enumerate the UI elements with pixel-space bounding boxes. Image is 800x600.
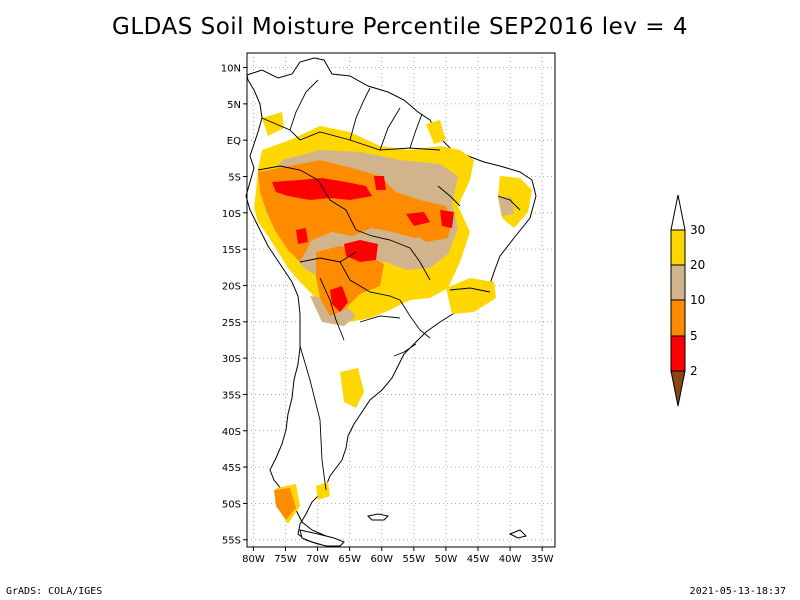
lon-tick-label: 75W	[274, 554, 297, 565]
patch-2-5	[440, 210, 454, 228]
footer-credit: GrADS: COLA/IGES	[6, 586, 103, 597]
legend-level-label: 2	[690, 364, 698, 378]
lat-tick-label: 20S	[222, 281, 241, 292]
lat-tick-label: 50S	[222, 499, 241, 510]
footer-timestamp: 2021-05-13-18:37	[689, 586, 786, 597]
legend-level-label: 30	[690, 223, 705, 237]
legend-swatch-gt30	[670, 194, 686, 231]
lon-tick-label: 35W	[531, 554, 554, 565]
lat-tick-label: 35S	[222, 390, 241, 401]
lat-tick-label: 55S	[222, 536, 241, 547]
lat-tick-label: 5S	[228, 173, 241, 184]
map-frame	[246, 52, 556, 548]
legend-swatch	[670, 229, 686, 266]
patch-2-5	[374, 176, 386, 190]
lon-tick-label: 40W	[499, 554, 522, 565]
lon-tick-label: 80W	[242, 554, 265, 565]
patch-2-5	[344, 240, 378, 262]
patch-20-30	[262, 112, 284, 136]
patch-20-30	[446, 278, 496, 314]
legend-level-label: 10	[690, 293, 705, 307]
lat-tick-label: 45S	[222, 463, 241, 474]
patch-10-20	[498, 196, 514, 216]
lat-tick-label: 5N	[227, 100, 241, 111]
lon-tick-label: 50W	[435, 554, 458, 565]
patch-20-30	[340, 368, 364, 408]
lon-tick-label: 65W	[338, 554, 361, 565]
lon-axis: 80W 75W 70W 65W 60W 55W 50W 45W 40W 35W	[242, 547, 554, 565]
patch-5-10	[274, 488, 296, 520]
south-georgia	[508, 529, 527, 539]
lon-tick-label: 55W	[403, 554, 426, 565]
lat-tick-label: 25S	[222, 318, 241, 329]
patch-2-5	[406, 212, 430, 226]
lon-tick-label: 45W	[467, 554, 490, 565]
lat-tick-label: 10S	[222, 209, 241, 220]
legend-level-label: 5	[690, 329, 698, 343]
lat-tick-label: EQ	[227, 136, 241, 147]
lat-tick-label: 10N	[221, 64, 241, 75]
lat-tick-label: 30S	[222, 354, 241, 365]
legend-swatch-lt2	[670, 370, 686, 407]
legend-level-label: 20	[690, 258, 705, 272]
soil-moisture-patches	[254, 112, 532, 524]
patch-2-5	[272, 178, 372, 200]
falkland-islands	[366, 513, 390, 521]
patch-2-5	[330, 286, 348, 312]
lat-tick-label: 40S	[222, 427, 241, 438]
lat-tick-label: 15S	[222, 245, 241, 256]
lon-tick-label: 70W	[306, 554, 329, 565]
color-legend: 2 5 10 20 30	[670, 194, 705, 407]
country-borders	[257, 79, 521, 491]
map-title: GLDAS Soil Moisture Percentile SEP2016 l…	[112, 14, 688, 40]
lon-tick-label: 60W	[370, 554, 393, 565]
legend-swatch	[670, 335, 686, 372]
legend-swatch	[670, 299, 686, 337]
tierra-del-fuego	[299, 529, 345, 547]
patch-2-5	[296, 228, 308, 244]
patch-20-30	[316, 482, 330, 500]
patch-20-30	[426, 120, 446, 144]
lat-axis: 10N 5N EQ 5S 10S 15S 20S 25S 30S 35S 40S 45S 50S 55S	[221, 64, 247, 547]
legend-swatch	[670, 264, 686, 301]
